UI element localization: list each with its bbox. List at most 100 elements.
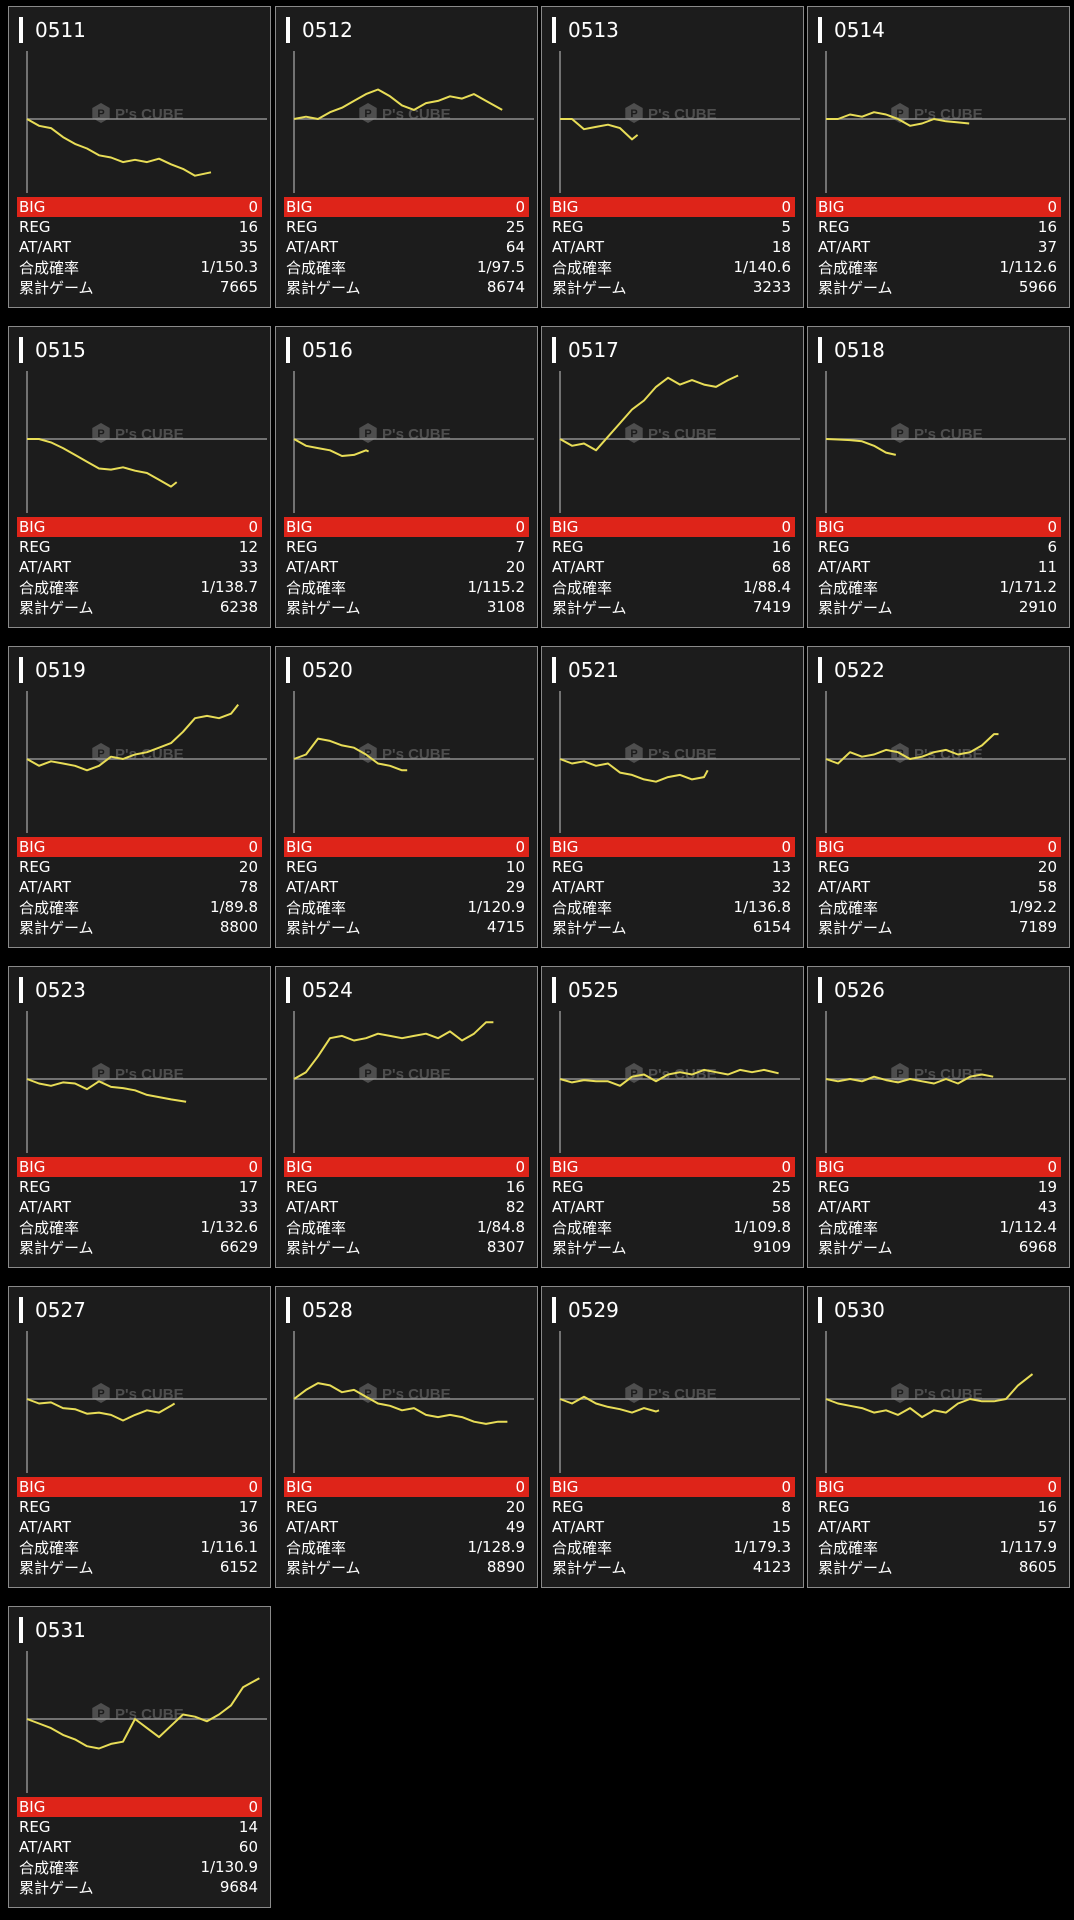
machine-card[interactable]: 0527 P P's CUBE BIG 0 REG 17 AT/ART 36 合成確率 1/116.…	[8, 1286, 271, 1588]
stat-value: 1/120.9	[467, 898, 525, 916]
stat-label: REG	[286, 1178, 318, 1196]
svg-text:P: P	[97, 1388, 104, 1400]
stat-value: 12	[238, 538, 258, 556]
slump-graph: P P's CUBE	[808, 47, 1071, 197]
machine-card[interactable]: 0531 P P's CUBE BIG 0 REG 14 AT/ART 60 合成確率 1/130.…	[8, 1606, 271, 1908]
at-art-count-row: AT/ART 49	[284, 1517, 529, 1537]
slump-graph-svg: P P's CUBE	[293, 1011, 534, 1153]
machine-card[interactable]: 0526 P P's CUBE BIG 0 REG 19 AT/ART 43 合成確率 1/112.…	[807, 966, 1070, 1268]
reg-count-row: REG 16	[17, 217, 262, 237]
machine-card[interactable]: 0524 P P's CUBE BIG 0 REG 16 AT/ART 82 合成確率 1/84.8…	[275, 966, 538, 1268]
svg-text:P: P	[97, 108, 104, 120]
slump-graph-svg: P P's CUBE	[26, 371, 267, 513]
machine-card[interactable]: 0513 P P's CUBE BIG 0 REG 5 AT/ART 18 合成確率 1/140.6…	[541, 6, 804, 308]
machine-number: 0526	[818, 977, 885, 1003]
stat-label: 累計ゲーム	[19, 918, 94, 937]
machine-card[interactable]: 0523 P P's CUBE BIG 0 REG 17 AT/ART 33 合成確率 1/132.…	[8, 966, 271, 1268]
stat-label: 合成確率	[818, 258, 879, 277]
total-games-row: 累計ゲーム 7189	[816, 917, 1061, 937]
watermark-brand-text: P's CUBE	[115, 746, 184, 763]
machine-card[interactable]: 0512 P P's CUBE BIG 0 REG 25 AT/ART 64 合成確率 1/97.5…	[275, 6, 538, 308]
stat-label: BIG	[818, 518, 845, 536]
stat-value: 58	[1037, 878, 1057, 896]
svg-text:P: P	[630, 428, 637, 440]
stat-label: 合成確率	[19, 258, 80, 277]
stat-value: 18	[771, 238, 791, 256]
at-art-count-row: AT/ART 29	[284, 877, 529, 897]
machine-card[interactable]: 0528 P P's CUBE BIG 0 REG 20 AT/ART 49 合成確率 1/128.…	[275, 1286, 538, 1588]
stat-value: 1/130.9	[200, 1858, 258, 1876]
stat-value: 1/171.2	[999, 578, 1057, 596]
stat-label: REG	[286, 218, 318, 236]
combined-probability-row: 合成確率 1/130.9	[17, 1857, 262, 1877]
at-art-count-row: AT/ART 36	[17, 1517, 262, 1537]
stat-label: AT/ART	[552, 1518, 605, 1536]
slump-series-line	[293, 1382, 508, 1425]
combined-probability-row: 合成確率 1/136.8	[550, 897, 795, 917]
svg-text:P: P	[364, 748, 371, 760]
stat-value: 0	[248, 518, 258, 536]
machine-card[interactable]: 0515 P P's CUBE BIG 0 REG 12 AT/ART 33 合成確率 1/138.…	[8, 326, 271, 628]
stat-label: REG	[552, 1498, 584, 1516]
at-art-count-row: AT/ART 64	[284, 237, 529, 257]
stat-label: 累計ゲーム	[286, 1238, 361, 1257]
slump-graph-svg: P P's CUBE	[825, 691, 1066, 833]
stat-label: 合成確率	[19, 1858, 80, 1877]
stat-label: AT/ART	[19, 238, 72, 256]
stat-label: 累計ゲーム	[818, 1238, 893, 1257]
machine-card[interactable]: 0517 P P's CUBE BIG 0 REG 16 AT/ART 68 合成確率 1/88.4…	[541, 326, 804, 628]
stats-table: BIG 0 REG 6 AT/ART 11 合成確率 1/171.2 累計ゲーム 2910	[816, 517, 1061, 617]
machine-card[interactable]: 0518 P P's CUBE BIG 0 REG 6 AT/ART 11 合成確率 1/171.2…	[807, 326, 1070, 628]
slump-series-line	[825, 733, 999, 765]
stat-value: 0	[1047, 518, 1057, 536]
big-count-row: BIG 0	[550, 517, 795, 537]
machine-card[interactable]: 0530 P P's CUBE BIG 0 REG 16 AT/ART 57 合成確率 1/117.…	[807, 1286, 1070, 1588]
at-art-count-row: AT/ART 68	[550, 557, 795, 577]
total-games-row: 累計ゲーム 8605	[816, 1557, 1061, 1577]
stat-value: 9684	[219, 1878, 258, 1896]
machine-card[interactable]: 0511 P P's CUBE BIG 0 REG 16 AT/ART 35 合成確率 1/150.…	[8, 6, 271, 308]
reg-count-row: REG 25	[550, 1177, 795, 1197]
slump-graph: P P's CUBE	[9, 367, 272, 517]
stat-value: 8307	[486, 1238, 525, 1256]
stat-label: BIG	[19, 198, 46, 216]
slump-graph: P P's CUBE	[9, 1327, 272, 1477]
machine-card[interactable]: 0514 P P's CUBE BIG 0 REG 16 AT/ART 37 合成確率 1/112.…	[807, 6, 1070, 308]
stat-value: 14	[238, 1818, 258, 1836]
machine-card[interactable]: 0520 P P's CUBE BIG 0 REG 10 AT/ART 29 合成確率 1/120.…	[275, 646, 538, 948]
slump-graph-svg: P P's CUBE	[825, 51, 1066, 193]
machine-card[interactable]: 0522 P P's CUBE BIG 0 REG 20 AT/ART 58 合成確率 1/92.2…	[807, 646, 1070, 948]
at-art-count-row: AT/ART 33	[17, 1197, 262, 1217]
big-count-row: BIG 0	[284, 837, 529, 857]
machine-card[interactable]: 0529 P P's CUBE BIG 0 REG 8 AT/ART 15 合成確率 1/179.3…	[541, 1286, 804, 1588]
slump-graph: P P's CUBE	[276, 687, 539, 837]
reg-count-row: REG 8	[550, 1497, 795, 1517]
at-art-count-row: AT/ART 58	[550, 1197, 795, 1217]
stat-label: REG	[818, 1498, 850, 1516]
at-art-count-row: AT/ART 82	[284, 1197, 529, 1217]
stat-label: REG	[818, 1178, 850, 1196]
stat-label: 合成確率	[552, 258, 613, 277]
stat-label: 合成確率	[286, 898, 347, 917]
stat-value: 7665	[219, 278, 258, 296]
at-art-count-row: AT/ART 11	[816, 557, 1061, 577]
slump-graph: P P's CUBE	[9, 687, 272, 837]
stat-value: 0	[515, 838, 525, 856]
machine-card[interactable]: 0525 P P's CUBE BIG 0 REG 25 AT/ART 58 合成確率 1/109.…	[541, 966, 804, 1268]
stat-value: 0	[248, 838, 258, 856]
slump-series-line	[293, 88, 503, 120]
machine-card[interactable]: 0519 P P's CUBE BIG 0 REG 20 AT/ART 78 合成確率 1/89.8…	[8, 646, 271, 948]
stat-label: BIG	[286, 198, 313, 216]
stat-label: 累計ゲーム	[19, 1878, 94, 1897]
watermark-brand-text: P's CUBE	[914, 426, 983, 443]
stat-value: 17	[238, 1178, 258, 1196]
combined-probability-row: 合成確率 1/150.3	[17, 257, 262, 277]
slump-graph-svg: P P's CUBE	[559, 371, 800, 513]
combined-probability-row: 合成確率 1/140.6	[550, 257, 795, 277]
machine-card[interactable]: 0521 P P's CUBE BIG 0 REG 13 AT/ART 32 合成確率 1/136.…	[541, 646, 804, 948]
big-count-row: BIG 0	[284, 1477, 529, 1497]
stat-label: AT/ART	[19, 1838, 72, 1856]
watermark-brand-text: P's CUBE	[648, 746, 717, 763]
machine-card[interactable]: 0516 P P's CUBE BIG 0 REG 7 AT/ART 20 合成確率 1/115.2…	[275, 326, 538, 628]
